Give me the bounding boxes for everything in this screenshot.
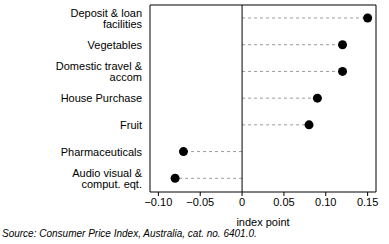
svg-text:Fruit: Fruit — [120, 119, 142, 131]
svg-text:index point: index point — [236, 216, 289, 228]
svg-text:Deposit & loanfacilities: Deposit & loanfacilities — [70, 7, 142, 30]
svg-text:Vegetables: Vegetables — [88, 39, 143, 51]
html-text:Source: Consumer Price Index,: Source: Consumer Price Index, Australia,… — [2, 228, 257, 239]
svg-text:Domestic travel &accom: Domestic travel &accom — [56, 60, 143, 83]
svg-text:0.05: 0.05 — [273, 196, 294, 208]
svg-text:0.10: 0.10 — [315, 196, 336, 208]
svg-text:−0.05: −0.05 — [186, 196, 214, 208]
svg-text:0.15: 0.15 — [357, 196, 378, 208]
svg-text:0: 0 — [239, 196, 245, 208]
svg-text:House Purchase: House Purchase — [61, 92, 142, 104]
svg-text:Pharmaceuticals: Pharmaceuticals — [61, 146, 143, 158]
svg-text:Audio visual &comput. eqt.: Audio visual &comput. eqt. — [72, 167, 142, 190]
svg-text:−0.10: −0.10 — [144, 196, 172, 208]
